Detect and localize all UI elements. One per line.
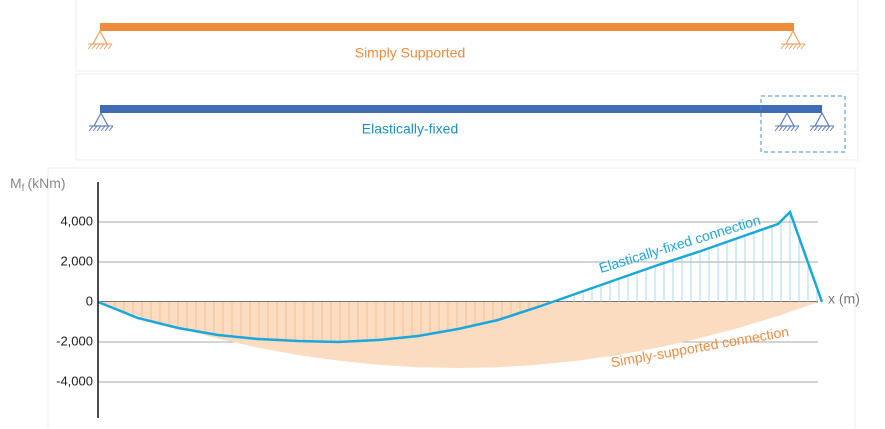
ground-hatch xyxy=(809,125,815,132)
x-axis-label: x (m) xyxy=(828,291,860,307)
y-axis-label: Mf (kNm) xyxy=(10,175,66,194)
ground-hatch xyxy=(87,43,93,50)
ground-hatch xyxy=(774,125,780,132)
ground-hatch xyxy=(817,125,823,132)
support xyxy=(784,29,802,45)
ground-hatch xyxy=(813,125,819,132)
beam xyxy=(100,23,794,31)
ground-hatch xyxy=(784,43,790,50)
panel-frame xyxy=(75,73,859,161)
plot: 4,000 2,000 0 -2,000 -4,000 x (m) Mf (kNm) Elast… xyxy=(10,175,860,418)
ground-hatch xyxy=(786,125,792,132)
ground-hatch xyxy=(778,125,784,132)
panel-label: Elastically-fixed xyxy=(362,121,458,137)
ground-hatch xyxy=(800,43,806,50)
y-tick-label: 0 xyxy=(86,293,93,308)
support xyxy=(91,29,109,45)
ground-hatch xyxy=(790,125,796,132)
y-tick-label: 2,000 xyxy=(60,253,93,268)
y-tick-label: -2,000 xyxy=(56,333,93,348)
panel-frame xyxy=(47,167,856,428)
ground-hatch xyxy=(782,125,788,132)
ground-hatch xyxy=(788,43,794,50)
ground-hatch xyxy=(796,43,802,50)
panel-label: Simply Supported xyxy=(355,45,466,61)
ground-hatch xyxy=(99,43,105,50)
ground-hatch xyxy=(103,43,109,50)
ground-hatch xyxy=(95,43,101,50)
ground-hatch xyxy=(780,43,786,50)
panel-frames xyxy=(47,0,859,428)
highlight-box xyxy=(760,95,846,153)
ground-hatch xyxy=(825,125,831,132)
y-tick-label: -4,000 xyxy=(56,373,93,388)
ground-hatch xyxy=(792,43,798,50)
ground-hatch xyxy=(829,125,835,132)
y-axis-label-part: M xyxy=(10,175,22,191)
y-tick-label: 4,000 xyxy=(60,213,93,228)
area xyxy=(98,302,818,368)
y-axis-label-part: f xyxy=(22,183,25,194)
y-axis-label-part: (kNm) xyxy=(27,175,65,191)
ground-hatch xyxy=(92,125,98,132)
ground-hatch xyxy=(96,125,102,132)
line xyxy=(97,209,824,344)
ground-hatch xyxy=(104,125,110,132)
ground-hatch xyxy=(108,125,114,132)
support xyxy=(92,111,110,127)
supports xyxy=(87,29,835,132)
support xyxy=(813,111,831,127)
series-label: Elastically-fixed connection xyxy=(597,212,762,276)
ground-hatch xyxy=(107,43,113,50)
ground-hatch xyxy=(88,125,94,132)
panel-frame xyxy=(75,0,859,72)
beam xyxy=(100,105,822,113)
ground-hatch xyxy=(100,125,106,132)
support xyxy=(778,111,796,127)
ground-hatch xyxy=(794,125,800,132)
ground-hatch xyxy=(821,125,827,132)
ground-hatch xyxy=(91,43,97,50)
